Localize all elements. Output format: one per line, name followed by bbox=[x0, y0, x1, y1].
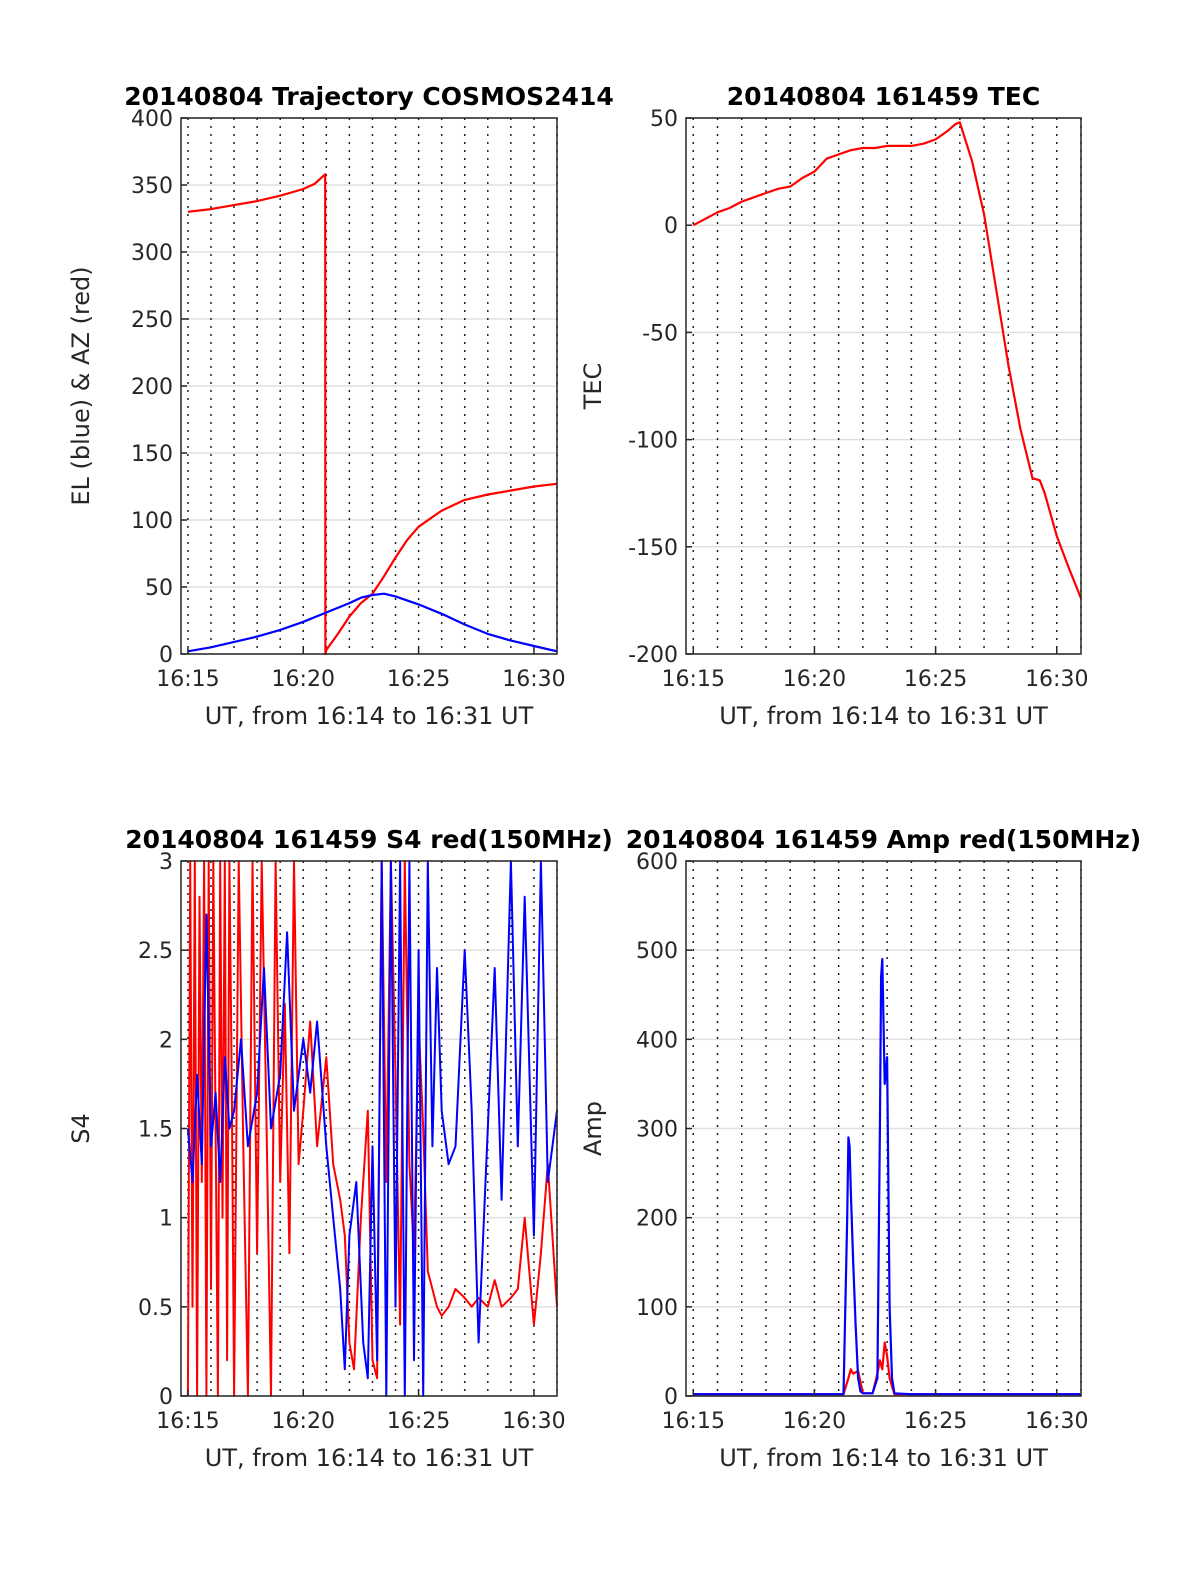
chart-0-xlabel: UT, from 16:14 to 16:31 UT bbox=[205, 702, 534, 730]
chart-1-ytick-label-5: 50 bbox=[650, 107, 678, 132]
amp-panel: 16:15 16:20 16:25 16:30 0 100 200 300 400 500 6002… bbox=[579, 825, 1141, 1472]
chart-2-xtick-label-1: 16:20 bbox=[272, 1409, 335, 1434]
chart-2-ytick-label-6: 3 bbox=[159, 850, 173, 875]
chart-1-plot-area bbox=[686, 118, 1081, 654]
chart-0-ytick-label-3: 150 bbox=[131, 442, 173, 467]
chart-0-ylabel: EL (blue) & AZ (red) bbox=[67, 266, 95, 505]
chart-3-xtick-label-2: 16:25 bbox=[904, 1409, 967, 1434]
chart-3-title: 20140804 161459 Amp red(150MHz) bbox=[626, 825, 1142, 854]
chart-1-ytick-label-0: -200 bbox=[628, 643, 678, 668]
chart-3-xtick-label-1: 16:20 bbox=[783, 1409, 846, 1434]
chart-2-ytick-label-3: 1.5 bbox=[138, 1118, 173, 1143]
chart-2-xlabel: UT, from 16:14 to 16:31 UT bbox=[205, 1444, 534, 1472]
chart-3-ytick-label-3: 300 bbox=[636, 1118, 678, 1143]
chart-0-xtick-label-3: 16:30 bbox=[502, 667, 565, 692]
chart-0-ytick-label-8: 400 bbox=[131, 107, 173, 132]
chart-0-ytick-label-1: 50 bbox=[145, 576, 173, 601]
chart-2-series-1 bbox=[186, 860, 558, 1397]
chart-2-xtick-label-2: 16:25 bbox=[387, 1409, 450, 1434]
chart-2-ytick-label-2: 1 bbox=[159, 1207, 173, 1232]
chart-1-title: 20140804 161459 TEC bbox=[727, 82, 1040, 111]
chart-0-ytick-label-2: 100 bbox=[131, 509, 173, 534]
chart-2-ytick-label-0: 0 bbox=[159, 1385, 173, 1410]
chart-1-xtick-label-2: 16:25 bbox=[904, 667, 967, 692]
chart-3-ytick-label-0: 0 bbox=[664, 1385, 678, 1410]
chart-0-xtick-label-1: 16:20 bbox=[272, 667, 335, 692]
s4-panel: 16:15 16:20 16:25 16:30 0 0.5 1 1.5 2 2.5 32014080… bbox=[67, 825, 613, 1472]
chart-1-xlabel: UT, from 16:14 to 16:31 UT bbox=[719, 702, 1048, 730]
chart-2-ytick-label-4: 2 bbox=[159, 1028, 173, 1053]
chart-3-ytick-label-4: 400 bbox=[636, 1028, 678, 1053]
chart-2-ytick-label-5: 2.5 bbox=[138, 939, 173, 964]
chart-1-ytick-label-3: -50 bbox=[642, 321, 678, 346]
chart-1-xtick-label-3: 16:30 bbox=[1025, 667, 1088, 692]
chart-0-series-0 bbox=[187, 173, 558, 656]
chart-1-ylabel: TEC bbox=[579, 363, 607, 411]
chart-1-series-0 bbox=[692, 121, 1083, 599]
chart-3-xtick-label-0: 16:15 bbox=[662, 1409, 725, 1434]
chart-2-xtick-label-0: 16:15 bbox=[156, 1409, 219, 1434]
chart-2-xtick-label-3: 16:30 bbox=[502, 1409, 565, 1434]
tec-panel: 16:15 16:20 16:25 16:30 -200 -150 -100 -50 0 50 20… bbox=[579, 82, 1088, 730]
chart-2-ylabel: S4 bbox=[67, 1113, 95, 1144]
chart-3-ytick-label-2: 200 bbox=[636, 1207, 678, 1232]
chart-3-series-1 bbox=[693, 957, 1081, 1396]
chart-1-ytick-label-2: -100 bbox=[628, 429, 678, 454]
chart-1-xtick-label-0: 16:15 bbox=[662, 667, 725, 692]
chart-1-axes-box bbox=[685, 117, 1082, 655]
chart-0-ytick-label-7: 350 bbox=[131, 174, 173, 199]
chart-3-ytick-label-1: 100 bbox=[636, 1296, 678, 1321]
chart-1-xtick-label-1: 16:20 bbox=[783, 667, 846, 692]
chart-0-xtick-label-0: 16:15 bbox=[156, 667, 219, 692]
chart-3-ytick-label-6: 600 bbox=[636, 850, 678, 875]
chart-0-ytick-label-6: 300 bbox=[131, 241, 173, 266]
chart-0-ytick-label-5: 250 bbox=[131, 308, 173, 333]
trajectory-panel: 16:15 16:20 16:25 16:30 0 50 100 150 200 250 300 35… bbox=[67, 82, 614, 730]
chart-0-title: 20140804 Trajectory COSMOS2414 bbox=[124, 82, 614, 111]
chart-2-ytick-label-1: 0.5 bbox=[138, 1296, 173, 1321]
chart-0-ytick-label-0: 0 bbox=[159, 643, 173, 668]
chart-3-ytick-label-5: 500 bbox=[636, 939, 678, 964]
chart-2-title: 20140804 161459 S4 red(150MHz) bbox=[125, 825, 613, 854]
chart-0-xtick-label-2: 16:25 bbox=[387, 667, 450, 692]
chart-2-series-0 bbox=[186, 860, 558, 1397]
chart-3-ylabel: Amp bbox=[579, 1101, 607, 1156]
chart-0-series-1 bbox=[187, 592, 558, 653]
chart-3-xtick-label-3: 16:30 bbox=[1025, 1409, 1088, 1434]
chart-0-ytick-label-4: 200 bbox=[131, 375, 173, 400]
chart-3-xlabel: UT, from 16:14 to 16:31 UT bbox=[719, 1444, 1048, 1472]
chart-1-ytick-label-4: 0 bbox=[664, 214, 678, 239]
chart-1-ytick-label-1: -150 bbox=[628, 536, 678, 561]
